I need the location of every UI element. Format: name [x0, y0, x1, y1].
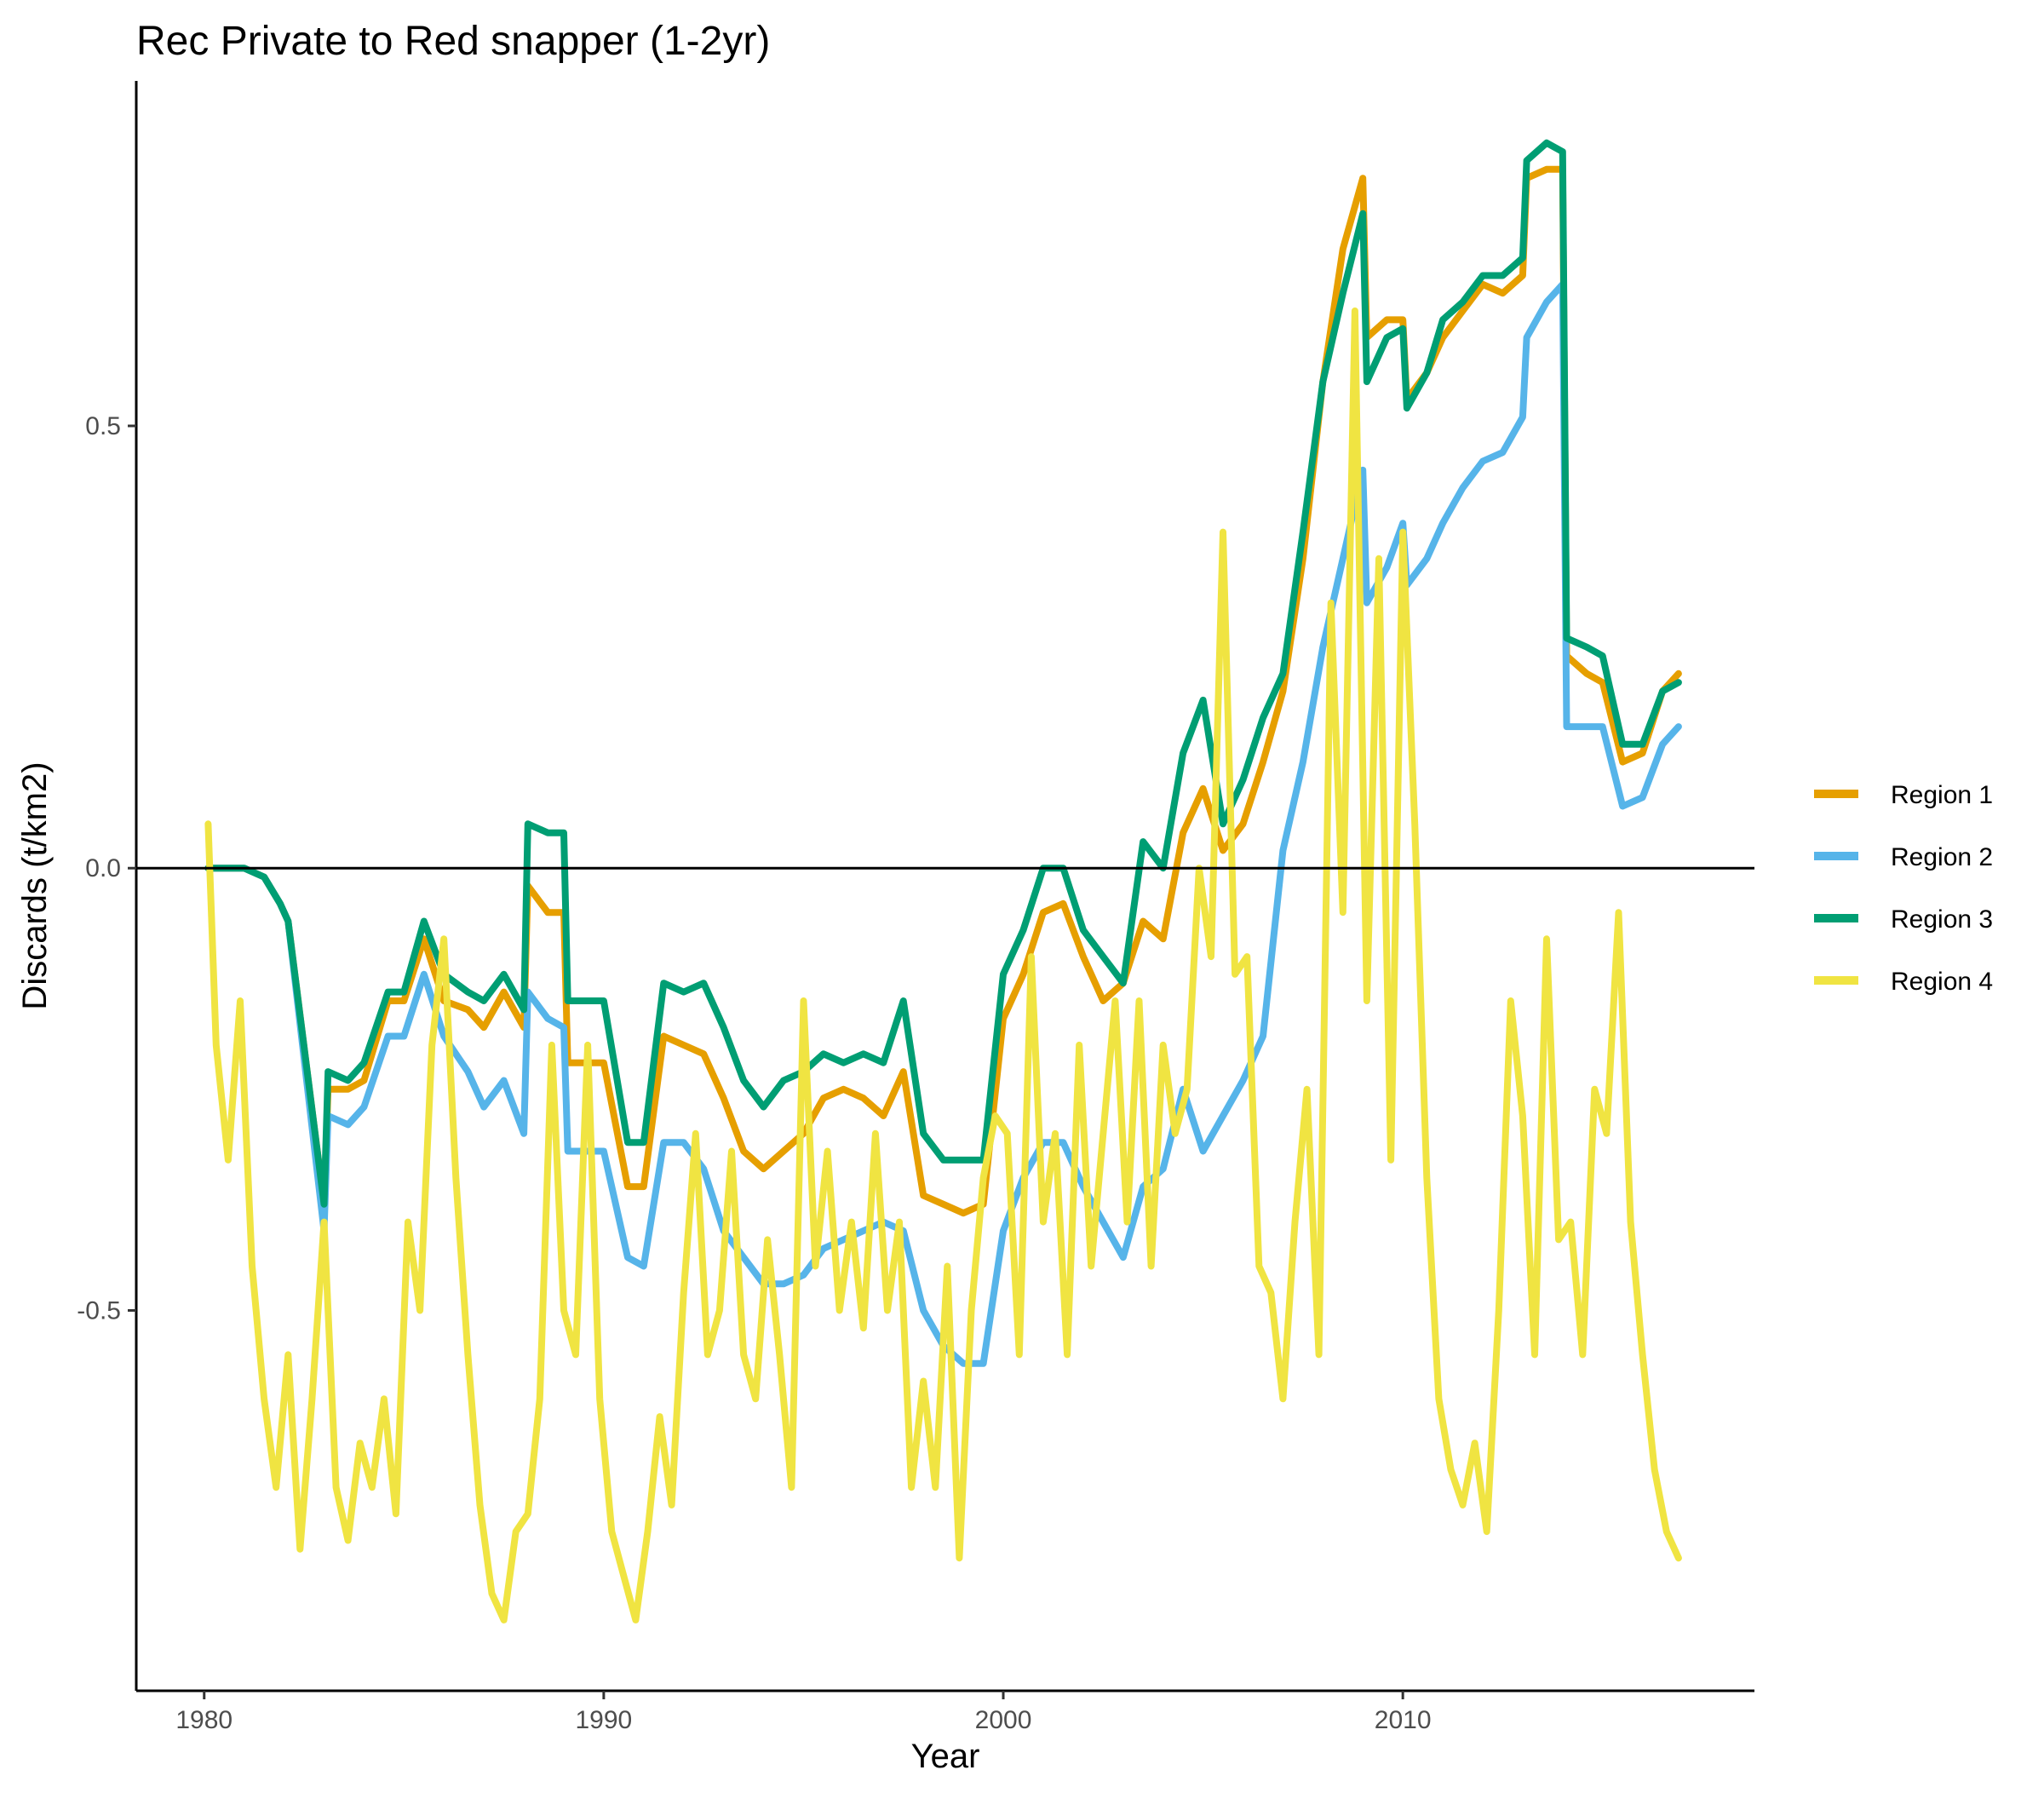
x-tick-label: 1980 [175, 1706, 233, 1734]
y-tick-label: -0.5 [77, 1296, 121, 1325]
legend-label-region-2: Region 2 [1891, 843, 1993, 871]
x-tick-label: 2000 [975, 1706, 1032, 1734]
x-axis-title: Year [911, 1738, 980, 1775]
y-tick-label: 0.0 [85, 854, 121, 882]
series-line-region-4 [204, 307, 1682, 1623]
series-line-region-3 [204, 139, 1682, 1208]
legend-label-region-3: Region 3 [1891, 905, 1993, 934]
legend: Region 1 Region 2 Region 3 Region 4 [1814, 781, 1993, 996]
chart-title: Rec Private to Red snapper (1-2yr) [136, 19, 770, 64]
x-tick-label: 2010 [1375, 1706, 1432, 1734]
x-tick-label: 1990 [576, 1706, 633, 1734]
legend-label-region-1: Region 1 [1891, 781, 1993, 809]
x-axis-ticks: 1980 1990 2000 2010 [175, 1691, 1432, 1734]
y-tick-label: 0.5 [85, 412, 121, 440]
plot-lines [204, 139, 1682, 1623]
y-axis-title: Discards (t/km2) [16, 761, 54, 1009]
legend-label-region-4: Region 4 [1891, 968, 1993, 996]
series-line-region-1 [204, 165, 1682, 1217]
y-axis-ticks: -0.5 0.0 0.5 [77, 412, 136, 1325]
